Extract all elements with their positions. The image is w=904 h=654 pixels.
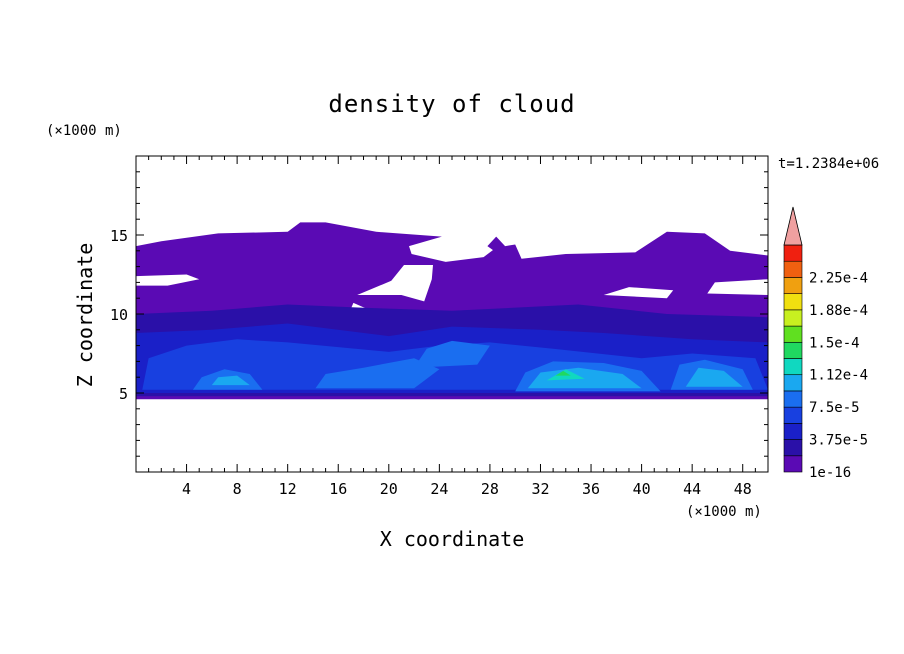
y-tick-label: 5	[119, 385, 128, 403]
y-unit-label: (×1000 m)	[46, 123, 122, 139]
x-tick-label: 12	[279, 480, 297, 498]
cloud-band-1	[487, 236, 506, 253]
colorbar-swatch	[783, 341, 803, 359]
cloud-gap	[136, 274, 200, 286]
cloud-gap	[707, 279, 768, 295]
colorbar-label: 1.12e-4	[809, 368, 868, 384]
colorbar: 2.25e-4 1.88e-4 1.5e-4 1.12e-4 7.5e-5 3.75e-5…	[783, 206, 868, 481]
cloud-core	[211, 375, 250, 386]
colorbar-label: 3.75e-5	[809, 433, 868, 449]
x-tick-label: 44	[683, 480, 701, 498]
y-axis-label: Z coordinate	[73, 243, 97, 388]
colorbar-swatch	[783, 455, 803, 473]
x-tick-label: 16	[329, 480, 347, 498]
cloud-core	[527, 367, 642, 389]
colorbar-label: 1e-16	[809, 465, 851, 481]
chart-title: density of cloud	[328, 90, 575, 118]
x-unit-label: (×1000 m)	[686, 504, 762, 520]
x-tick-label: 28	[481, 480, 499, 498]
cloud-field	[136, 222, 769, 400]
x-tick-label: 8	[233, 480, 242, 498]
y-tick-label: 15	[110, 227, 128, 245]
colorbar-swatch	[783, 423, 803, 440]
colorbar-swatch	[783, 293, 803, 311]
colorbar-swatch	[783, 358, 803, 376]
colorbar-swatch	[783, 309, 803, 327]
colorbar-swatch	[783, 439, 803, 457]
cloud-core	[685, 367, 743, 387]
x-tick-label: 4	[182, 480, 191, 498]
x-tick-label: 36	[582, 480, 600, 498]
x-tick-label: 20	[380, 480, 398, 498]
x-axis-label: X coordinate	[380, 527, 525, 551]
x-tick-label: 48	[734, 480, 752, 498]
colorbar-swatch	[783, 244, 803, 262]
colorbar-label: 7.5e-5	[809, 400, 860, 416]
colorbar-label: 1.88e-4	[809, 303, 868, 319]
cloud-gap	[357, 265, 433, 302]
colorbar-label: 1.5e-4	[809, 335, 860, 351]
colorbar-swatch	[783, 325, 803, 343]
colorbar-label: 2.25e-4	[809, 270, 868, 286]
x-ticks: 4 8 12 16 20 24 28 32 36 40 44 48	[148, 156, 756, 498]
colorbar-swatch	[783, 260, 803, 278]
colorbar-swatch	[783, 277, 803, 294]
cloud-core	[315, 358, 440, 389]
time-label: t=1.2384e+06	[778, 156, 879, 172]
cloud-gap	[603, 287, 674, 299]
x-tick-label: 24	[430, 480, 448, 498]
cloud-core	[414, 340, 490, 368]
y-ticks: 5 10 15	[110, 171, 768, 457]
colorbar-swatch	[783, 374, 803, 392]
colorbar-swatch	[783, 406, 803, 424]
x-tick-label: 32	[531, 480, 549, 498]
x-tick-label: 40	[633, 480, 651, 498]
y-tick-label: 10	[110, 306, 128, 324]
colorbar-extend-arrow	[783, 206, 803, 246]
cloud-core	[555, 370, 571, 376]
colorbar-swatch	[783, 390, 803, 408]
